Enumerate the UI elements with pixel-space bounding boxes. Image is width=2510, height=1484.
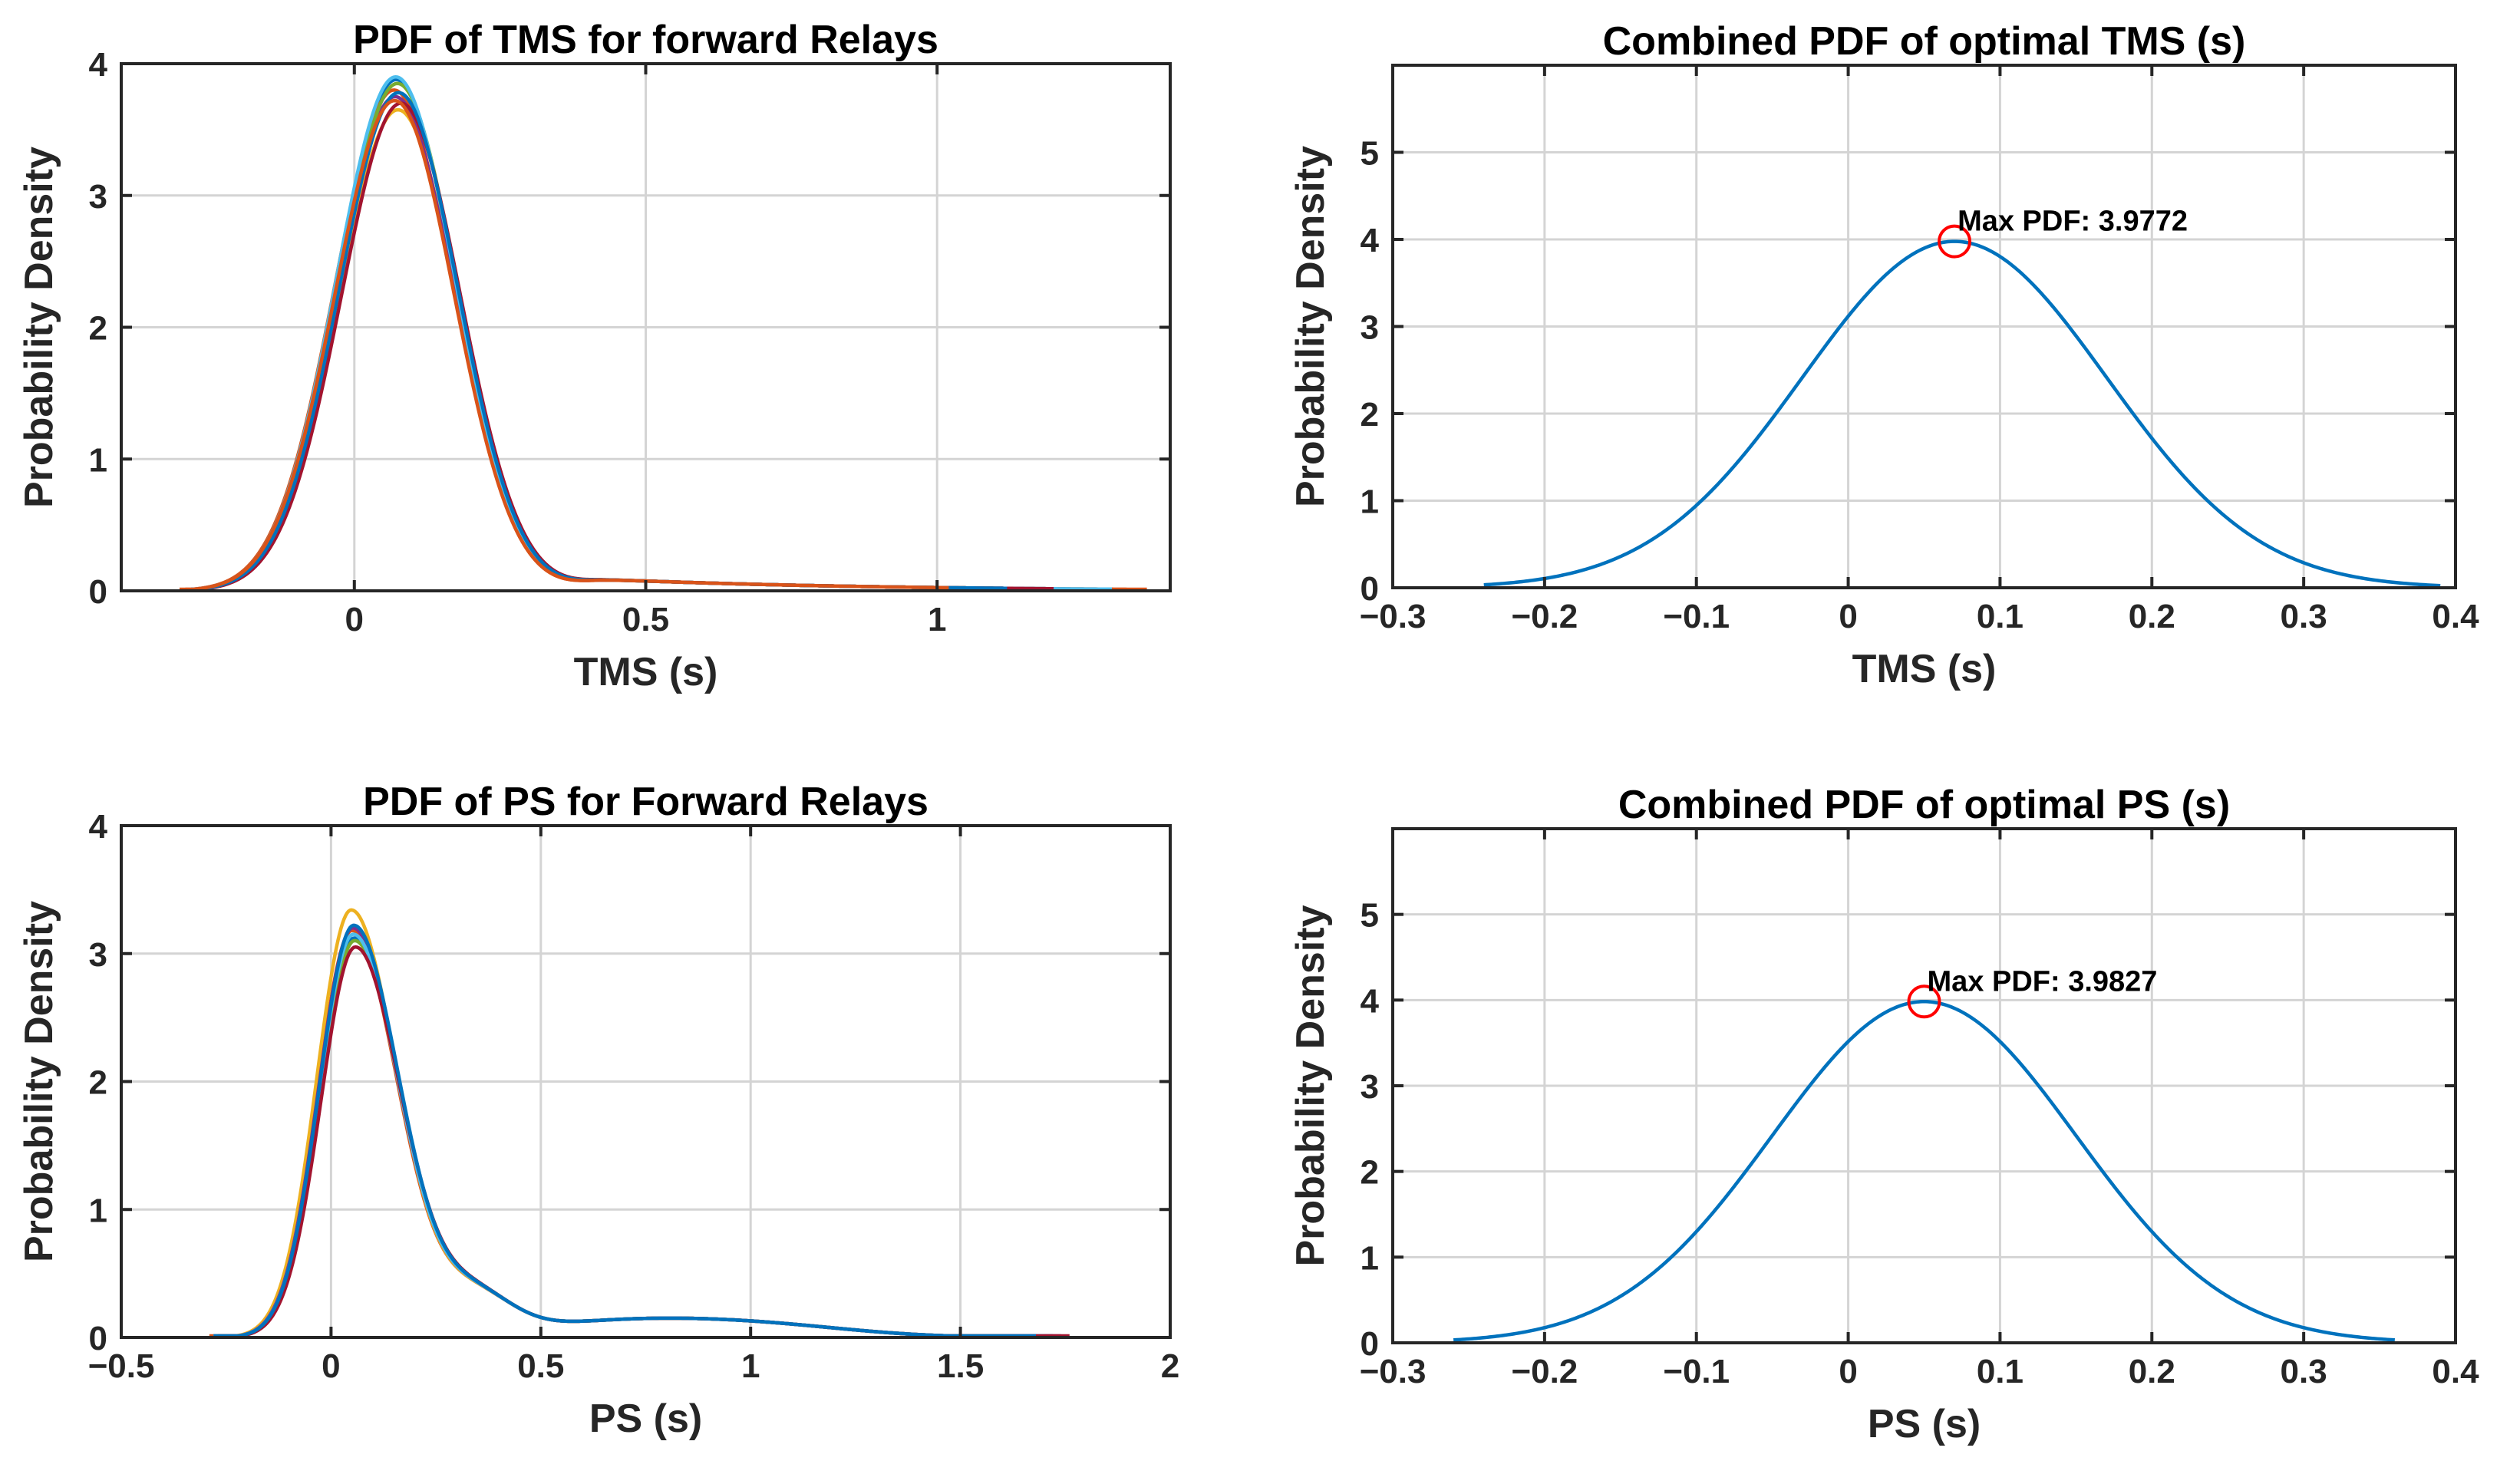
y-tick-label: 2 bbox=[1361, 1154, 1379, 1192]
series-line-8 bbox=[213, 923, 1037, 1337]
series-line-3 bbox=[213, 908, 982, 1337]
x-tick-label: 0.4 bbox=[2432, 1353, 2479, 1390]
y-tick-label: 2 bbox=[89, 1064, 107, 1102]
max-pdf-annotation: Max PDF: 3.9772 bbox=[1958, 206, 2188, 238]
x-tick-label: 0 bbox=[322, 1347, 340, 1385]
x-tick-label: 2 bbox=[1161, 1347, 1179, 1385]
x-tick-label: 1 bbox=[741, 1347, 760, 1385]
y-tick-label: 0 bbox=[89, 573, 107, 611]
max-pdf-marker bbox=[1907, 984, 1941, 1019]
x-tick-label: 0 bbox=[1839, 1353, 1857, 1390]
x-tick-label: 0 bbox=[1839, 598, 1857, 635]
x-tick-label: 0.5 bbox=[517, 1347, 564, 1385]
x-axis-label: PS (s) bbox=[1868, 1402, 1981, 1446]
x-tick-label: −0.2 bbox=[1511, 1353, 1578, 1390]
x-axis-label: TMS (s) bbox=[1852, 647, 1997, 691]
chart-title: Combined PDF of optimal TMS (s) bbox=[1603, 19, 2246, 64]
y-axis-label: Probability Density bbox=[17, 147, 61, 508]
x-axis-label: TMS (s) bbox=[574, 650, 718, 694]
y-tick-label: 3 bbox=[1361, 1068, 1379, 1106]
y-tick-label: 1 bbox=[1361, 483, 1379, 521]
series-line-4 bbox=[191, 94, 1025, 591]
y-tick-label: 4 bbox=[1361, 982, 1380, 1020]
max-pdf-marker bbox=[1938, 224, 1972, 259]
y-tick-label: 0 bbox=[1361, 1325, 1379, 1363]
y-axis-label: Probability Density bbox=[1288, 905, 1333, 1266]
y-tick-label: 4 bbox=[1361, 222, 1380, 259]
series-line-7 bbox=[217, 945, 1070, 1337]
x-tick-label: 0.2 bbox=[2129, 1353, 2175, 1390]
x-tick-label: −0.3 bbox=[1360, 598, 1427, 635]
series-line-1 bbox=[1483, 239, 2441, 588]
series-line-9 bbox=[185, 98, 949, 591]
series-line-8 bbox=[191, 91, 1008, 591]
y-tick-label: 4 bbox=[89, 808, 108, 846]
x-tick-label: 0.3 bbox=[2281, 598, 2327, 635]
x-tick-label: 1 bbox=[928, 601, 946, 638]
series-line-1 bbox=[1453, 1000, 2395, 1342]
x-tick-label: 0.1 bbox=[1977, 598, 2024, 635]
x-tick-label: −0.2 bbox=[1511, 598, 1578, 635]
x-tick-label: 0.5 bbox=[622, 601, 669, 638]
y-tick-label: 0 bbox=[1361, 570, 1379, 608]
x-tick-label: 0.2 bbox=[2129, 598, 2175, 635]
y-tick-label: 2 bbox=[1361, 396, 1379, 434]
y-tick-label: 1 bbox=[89, 441, 107, 479]
series-line-1 bbox=[191, 77, 1066, 591]
y-tick-label: 3 bbox=[89, 936, 107, 974]
y-tick-label: 5 bbox=[1361, 135, 1379, 173]
y-axis-label: Probability Density bbox=[17, 901, 61, 1262]
series-line-3 bbox=[196, 107, 967, 591]
series-line-5 bbox=[196, 81, 996, 591]
chart-panel-4: Max PDF: 3.9827 −0.3 −0.2 −0.1 0 0.1 0.2 0.3 0.4… bbox=[1288, 783, 2479, 1446]
x-tick-label: 0.1 bbox=[1977, 1353, 2024, 1390]
y-tick-label: 2 bbox=[89, 310, 107, 348]
y-axis-label: Probability Density bbox=[1288, 146, 1333, 507]
y-tick-label: 1 bbox=[1361, 1239, 1379, 1277]
x-tick-label: 1.5 bbox=[937, 1347, 984, 1385]
x-tick-label: −0.1 bbox=[1663, 598, 1730, 635]
x-tick-label: 0 bbox=[345, 601, 364, 638]
x-tick-label: −0.1 bbox=[1663, 1353, 1730, 1390]
chart-title: Combined PDF of optimal PS (s) bbox=[1618, 783, 2230, 827]
x-tick-label: −0.3 bbox=[1360, 1353, 1427, 1390]
chart-title: PDF of TMS for forward Relays bbox=[353, 18, 938, 62]
y-tick-label: 5 bbox=[1361, 897, 1379, 935]
max-pdf-annotation: Max PDF: 3.9827 bbox=[1928, 965, 2158, 998]
y-tick-label: 3 bbox=[89, 178, 107, 216]
chart-title: PDF of PS for Forward Relays bbox=[363, 780, 928, 824]
x-axis-label: PS (s) bbox=[589, 1397, 702, 1441]
y-tick-label: 1 bbox=[89, 1192, 107, 1229]
y-tick-label: 3 bbox=[1361, 309, 1379, 347]
chart-panel-1: 0 0.5 1 0 1 2 3 4 PDF of TMS for forward Relays T… bbox=[17, 18, 1172, 694]
series-line-1 bbox=[213, 936, 1053, 1337]
y-tick-label: 4 bbox=[89, 46, 108, 84]
chart-panel-2: Max PDF: 3.9772 −0.3 −0.2 −0.1 0 0.1 0.2 0.3 0.4… bbox=[1288, 19, 2479, 691]
x-tick-label: 0.3 bbox=[2281, 1353, 2327, 1390]
x-tick-label: 0.4 bbox=[2432, 598, 2479, 635]
y-tick-label: 0 bbox=[89, 1320, 107, 1357]
x-tick-label: −0.5 bbox=[88, 1347, 155, 1385]
